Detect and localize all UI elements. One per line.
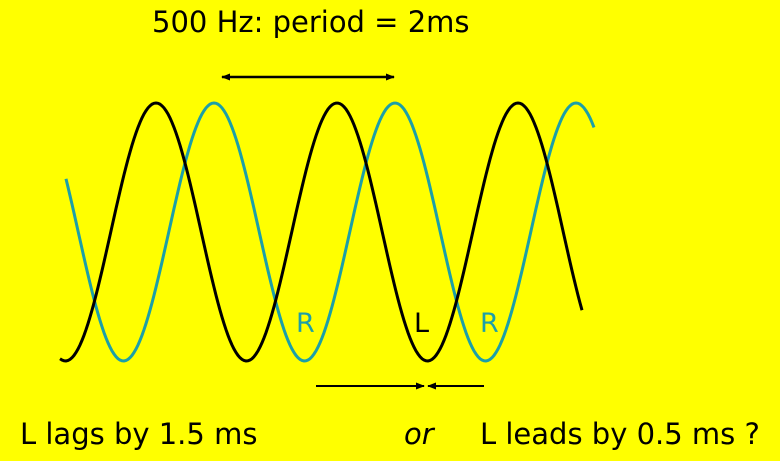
- right-channel-wave: [64, 101, 596, 363]
- right-wave-label: R: [296, 308, 315, 339]
- right-wave-label: R: [480, 308, 499, 339]
- left-wave-label: L: [414, 308, 430, 339]
- left-channel-wave: [59, 101, 584, 363]
- lag-caption: L lags by 1.5 ms: [20, 417, 258, 451]
- or-caption: or: [404, 417, 434, 451]
- diagram-title: 500 Hz: period = 2ms: [152, 5, 470, 39]
- lead-caption: L leads by 0.5 ms ?: [480, 417, 760, 451]
